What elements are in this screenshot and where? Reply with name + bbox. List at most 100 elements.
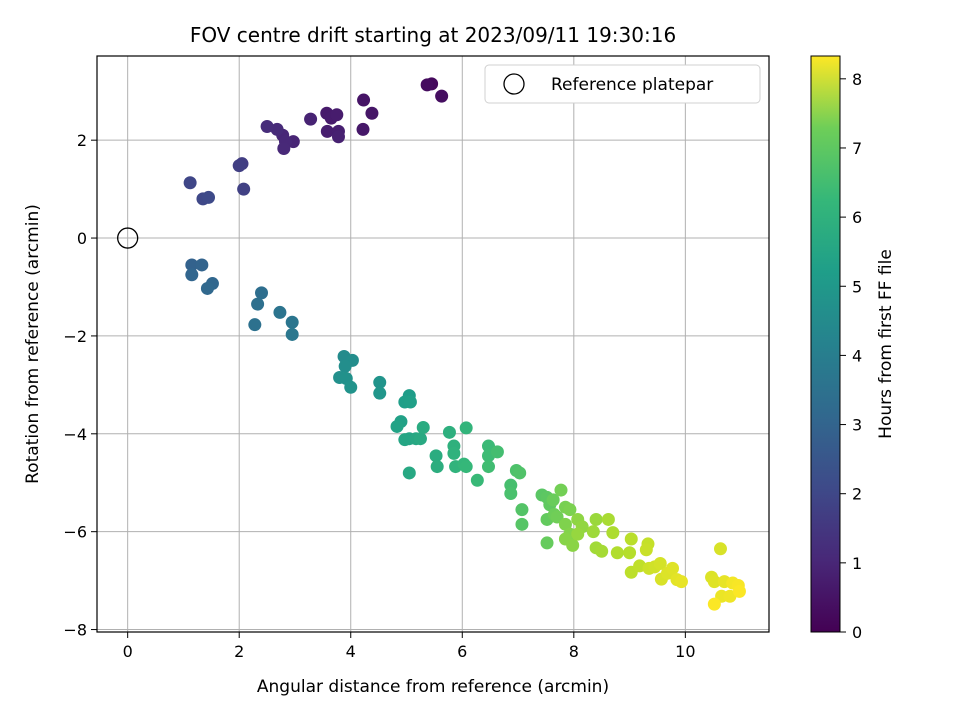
data-point: [373, 375, 387, 389]
colorbar-tick-label: 5: [852, 277, 862, 296]
data-point: [674, 575, 688, 589]
data-point: [550, 510, 564, 524]
colorbar-tick-label: 6: [852, 208, 862, 227]
data-point: [200, 281, 214, 295]
data-point: [356, 122, 370, 136]
data-point: [357, 93, 371, 107]
y-tick-label: −2: [63, 327, 87, 346]
colorbar-tick-label: 0: [852, 623, 862, 642]
data-point: [416, 420, 430, 434]
y-tick-label: 2: [77, 131, 87, 150]
y-tick-label: −4: [63, 425, 87, 444]
data-point: [330, 108, 344, 122]
x-tick-label: 4: [346, 642, 356, 661]
data-point: [589, 512, 603, 526]
data-point: [195, 258, 209, 272]
data-point: [304, 112, 318, 126]
data-point: [185, 258, 199, 272]
x-axis-ticks: 0 2 4 6 8 10: [123, 632, 696, 661]
data-point: [398, 433, 412, 447]
data-point: [270, 122, 284, 136]
y-gridlines: [97, 139, 769, 631]
legend-box: [484, 64, 761, 104]
data-point: [237, 182, 251, 196]
data-point: [653, 556, 667, 570]
data-point: [606, 526, 620, 540]
y-axis-ticks: −8 −6 −4 −2 0 2: [63, 131, 97, 640]
data-point: [435, 89, 449, 103]
colorbar-tick-label: 8: [852, 70, 862, 89]
data-point: [331, 130, 345, 144]
y-axis-label: Rotation from reference (arcmin): [23, 204, 43, 484]
data-point: [601, 512, 615, 526]
data-point: [623, 546, 637, 560]
data-point: [666, 561, 680, 575]
data-point: [586, 525, 600, 539]
y-tick-label: −6: [63, 523, 87, 542]
colorbar-tick-label: 3: [852, 416, 862, 435]
data-point: [430, 460, 444, 474]
x-gridlines: [127, 56, 686, 632]
plot-frame: [96, 55, 770, 633]
data-point: [459, 460, 473, 474]
data-points: [183, 77, 746, 611]
data-point: [285, 315, 299, 329]
data-point: [513, 466, 527, 480]
data-point: [365, 106, 379, 120]
data-point: [402, 466, 416, 480]
data-point: [504, 487, 518, 501]
data-point: [277, 141, 291, 155]
data-point: [595, 544, 609, 558]
colorbar-tick-label: 1: [852, 554, 862, 573]
colorbar: 0 1 2 3 4 5 6 7 8 Hours from first FF file: [810, 55, 896, 642]
data-point: [273, 305, 287, 319]
data-point: [183, 176, 197, 190]
data-point: [447, 446, 461, 460]
data-point: [515, 517, 529, 531]
data-point: [232, 159, 246, 173]
data-point: [260, 119, 274, 133]
colorbar-tick-label: 4: [852, 346, 862, 365]
data-point: [571, 527, 585, 541]
data-point: [639, 543, 653, 557]
chart-title: FOV centre drift starting at 2023/09/11 …: [190, 23, 676, 47]
data-point: [459, 421, 473, 435]
reference-platepar-marker: [117, 227, 139, 249]
data-point: [373, 386, 387, 400]
y-tick-label: 0: [77, 229, 87, 248]
data-point: [732, 584, 746, 598]
data-point: [490, 445, 504, 459]
legend-reference-marker: [503, 73, 525, 95]
data-point: [707, 597, 721, 611]
data-point: [442, 425, 456, 439]
data-point: [344, 380, 358, 394]
data-point: [285, 327, 299, 341]
data-point: [202, 190, 216, 204]
data-point: [481, 460, 495, 474]
x-tick-label: 2: [234, 642, 244, 661]
data-point: [255, 286, 269, 300]
data-point: [429, 449, 443, 463]
data-point: [566, 538, 580, 552]
data-point: [320, 124, 334, 138]
colorbar-tick-label: 7: [852, 139, 862, 158]
data-point: [554, 483, 568, 497]
data-point: [413, 432, 427, 446]
colorbar-gradient: [810, 55, 841, 633]
data-point: [610, 546, 624, 560]
data-point: [558, 517, 572, 531]
legend-entry-reference: Reference platepar: [551, 75, 713, 95]
x-tick-label: 8: [569, 642, 579, 661]
data-point: [420, 78, 434, 92]
colorbar-tick-label: 2: [852, 485, 862, 504]
data-point: [707, 575, 721, 589]
data-point: [185, 268, 199, 282]
data-point: [248, 318, 262, 332]
x-axis-label: Angular distance from reference (arcmin): [257, 677, 609, 697]
data-point: [251, 297, 265, 311]
colorbar-ticks: 0 1 2 3 4 5 6 7 8: [840, 70, 862, 642]
data-point: [515, 503, 529, 517]
colorbar-label: Hours from first FF file: [876, 249, 896, 439]
x-tick-label: 0: [123, 642, 133, 661]
